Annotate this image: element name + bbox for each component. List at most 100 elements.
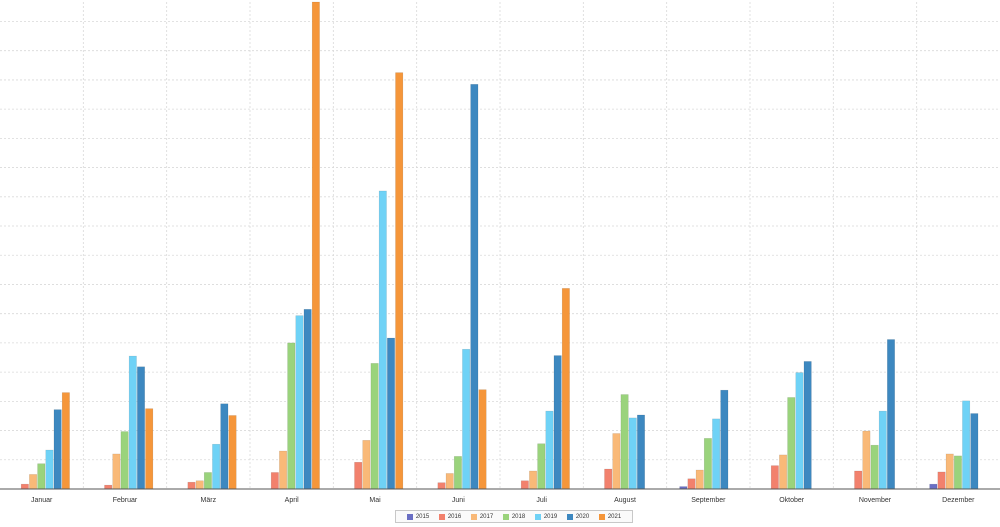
bar-2017-Februar [112, 453, 121, 490]
bar-2017-November [862, 430, 871, 490]
legend-swatch [566, 513, 573, 520]
bar-2020-Juni [470, 84, 479, 490]
bar-2018-Dezember [953, 455, 962, 490]
bar-2015-Dezember [929, 483, 938, 490]
bar-2019-Mai [378, 190, 387, 490]
x-tick-label: Januar [31, 497, 53, 504]
bar-2016-Februar [104, 484, 113, 490]
x-tick-label: November [859, 497, 892, 504]
bar-2016-Dezember [937, 471, 946, 490]
legend-label: 2019 [543, 513, 558, 520]
bar-2018-November [870, 444, 879, 490]
bar-2019-April [295, 315, 304, 490]
bar-2018-September [703, 438, 712, 490]
x-tick-labels: Januar Februar März April Mai Juni Juli August S… [31, 497, 975, 504]
legend-item-2020: 2020 [566, 513, 590, 520]
bar-2021-Mai [395, 72, 404, 490]
bar-2017-Juni [445, 473, 454, 490]
legend-label: 2020 [575, 513, 590, 520]
legend-item-2017: 2017 [470, 513, 494, 520]
bar-2019-September [712, 418, 721, 490]
bar-2020-September [720, 389, 729, 490]
legend-swatch [598, 513, 605, 520]
x-tick-label: Juni [452, 497, 465, 504]
legend-label: 2018 [511, 513, 526, 520]
x-tick-label: Dezember [942, 497, 975, 504]
bar-2020-Juli [553, 355, 562, 490]
bars [20, 1, 979, 490]
bar-2020-August [637, 414, 645, 490]
legend-swatch [534, 513, 541, 520]
bar-2018-April [287, 342, 296, 490]
bar-2017-März [195, 480, 204, 490]
bar-2021-Juni [478, 389, 487, 490]
bar-2016-September [687, 478, 696, 490]
bar-2021-März [228, 415, 237, 490]
x-tick-label: September [691, 497, 726, 504]
legend: 2015 2016 2017 2018 2019 2020 2021 [395, 510, 633, 523]
bar-2017-Mai [362, 440, 371, 490]
x-tick-label: Oktober [779, 497, 805, 504]
bar-2019-November [878, 410, 887, 490]
legend-swatch [438, 513, 445, 520]
bar-2019-Februar [128, 355, 137, 490]
bar-2019-März [212, 443, 221, 490]
x-tick-label: April [285, 497, 299, 504]
bar-2016-Januar [20, 483, 29, 490]
bar-2021-April [311, 1, 320, 490]
bar-2019-Juli [545, 410, 554, 490]
bar-2020-Dezember [970, 413, 979, 490]
legend-item-2016: 2016 [438, 513, 461, 520]
bar-2020-April [303, 309, 312, 490]
bar-2017-August [612, 433, 621, 490]
bar-2019-Oktober [795, 372, 804, 490]
bar-2020-März [220, 403, 229, 490]
bar-2016-November [854, 470, 863, 490]
bar-2020-Januar [53, 409, 62, 490]
bar-2020-Oktober [803, 361, 812, 490]
bar-2016-Juli [520, 480, 529, 490]
legend-item-2018: 2018 [502, 513, 526, 520]
bar-2019-Juni [462, 348, 471, 490]
x-tick-label: Juli [536, 497, 547, 504]
x-tick-label: Mai [369, 497, 381, 504]
bar-2020-Mai [387, 337, 395, 490]
bar-2018-August [620, 394, 629, 490]
legend-label: 2015 [415, 513, 430, 520]
legend-label: 2021 [607, 513, 622, 520]
bar-2016-April [270, 472, 279, 490]
x-tick-label: Februar [113, 497, 138, 504]
bar-2017-September [695, 469, 704, 490]
bar-2016-Oktober [770, 465, 779, 490]
legend-swatch [502, 513, 509, 520]
bar-2018-Juni [453, 456, 462, 490]
bar-2019-Dezember [962, 400, 971, 490]
legend-label: 2017 [479, 513, 494, 520]
legend-item-2015: 2015 [406, 513, 430, 520]
bar-2021-Februar [145, 408, 154, 490]
bar-2020-November [887, 339, 895, 490]
bar-2020-Februar [137, 366, 145, 490]
bar-2021-Januar [61, 392, 70, 490]
bar-2018-Mai [370, 363, 379, 490]
bar-2019-August [628, 417, 637, 490]
bar-2017-Juli [529, 470, 538, 490]
bar-2018-Juli [537, 443, 546, 490]
x-tick-label: März [201, 497, 217, 504]
bar-2016-Juni [437, 482, 446, 490]
legend-item-2021: 2021 [598, 513, 622, 520]
bar-2021-Juli [561, 288, 570, 490]
bar-2017-Januar [29, 474, 38, 490]
legend-item-2019: 2019 [534, 513, 558, 520]
bar-2016-August [604, 468, 613, 490]
bar-2018-Oktober [787, 397, 796, 490]
bar-2017-Oktober [779, 454, 788, 490]
bar-2018-März [203, 472, 212, 490]
legend-swatch [406, 513, 413, 520]
legend-swatch [470, 513, 477, 520]
bar-2018-Februar [120, 431, 129, 490]
bar-2018-Januar [37, 463, 46, 490]
x-tick-label: August [614, 497, 636, 504]
bar-2017-April [279, 450, 288, 490]
